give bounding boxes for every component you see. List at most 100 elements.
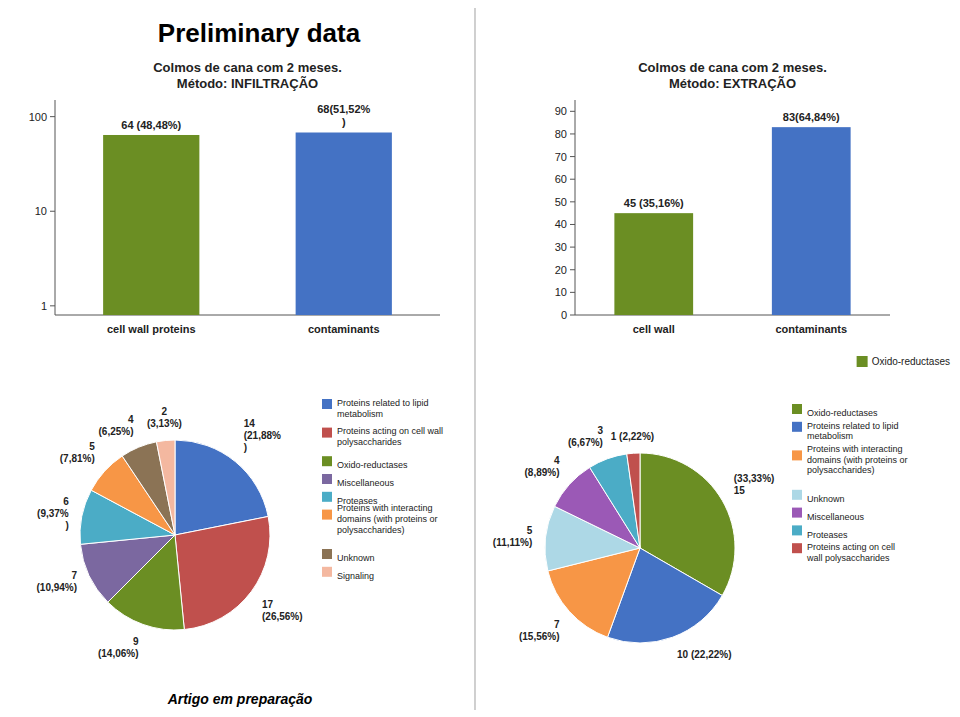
x-tick-label-line: cell wall bbox=[633, 323, 675, 335]
y-tick bbox=[570, 111, 575, 112]
legend-label-line: Proteins acting on cell bbox=[807, 542, 895, 552]
y-tick bbox=[570, 315, 575, 316]
data-label-line: (15,56%) bbox=[519, 631, 560, 642]
legend-swatch bbox=[792, 404, 802, 414]
data-label-line: (11,11%) bbox=[493, 537, 532, 548]
data-label-line: 7 bbox=[72, 570, 78, 581]
data-label-line: 4 bbox=[554, 455, 560, 466]
x-tick-label-line: contaminants bbox=[775, 323, 847, 335]
data-label-line: ) bbox=[342, 116, 346, 128]
legend-label: Proteins with interactingdomains (with p… bbox=[337, 503, 438, 535]
legend-swatch bbox=[322, 567, 332, 577]
data-label-line: 7 bbox=[554, 619, 560, 630]
data-label-line: 64 (48,48%) bbox=[121, 119, 181, 131]
bar bbox=[614, 213, 693, 315]
pie-slice bbox=[80, 535, 175, 602]
data-label-line: 2 bbox=[162, 406, 168, 417]
y-tick bbox=[50, 305, 55, 306]
y-tick bbox=[570, 224, 575, 225]
legend-label: Oxido-reductases bbox=[337, 460, 408, 470]
x-tick-label: cell wall bbox=[633, 323, 675, 335]
data-label: 45 (35,16%) bbox=[624, 197, 684, 209]
data-label-line: 17 bbox=[262, 599, 274, 610]
legend-swatch bbox=[322, 474, 332, 484]
chart-title-line: Método: EXTRAÇÃO bbox=[669, 76, 796, 91]
legend-label-line: Proteins related to lipid bbox=[337, 398, 429, 408]
x-tick-label-line: cell wall proteins bbox=[107, 323, 196, 335]
legend-label: Oxido-reductases bbox=[872, 356, 950, 367]
data-label-line: 15 bbox=[734, 485, 746, 496]
legend-label: Proteins related to lipidmetabolism bbox=[337, 398, 429, 419]
data-label-line: ) bbox=[65, 520, 68, 531]
y-tick bbox=[570, 156, 575, 157]
x-tick-label: contaminants bbox=[775, 323, 847, 335]
legend-label-line: Proteins acting on cell wall bbox=[337, 426, 443, 436]
legend-label-line: Proteins with interacting bbox=[807, 444, 903, 454]
data-label: 5(7,81%) bbox=[60, 441, 95, 464]
y-tick bbox=[50, 211, 55, 212]
pie-slice bbox=[175, 516, 270, 629]
data-label-line: (6,67%) bbox=[568, 437, 603, 448]
legend-label: Proteins related to lipidmetabolism bbox=[807, 421, 899, 442]
legend-label: Oxido-reductases bbox=[807, 408, 878, 418]
legend-label: Miscellaneous bbox=[807, 512, 865, 522]
data-label: 17(26,56%) bbox=[262, 599, 303, 622]
legend-label-line: domains (with proteins or bbox=[337, 514, 438, 524]
y-tick bbox=[570, 179, 575, 180]
data-label: 4(6,25%) bbox=[99, 414, 134, 437]
legend-label-line: Oxido-reductases bbox=[807, 408, 878, 418]
bar-chart: Colmos de cana com 2 meses.Método: EXTRA… bbox=[555, 60, 950, 367]
bars bbox=[614, 127, 850, 315]
legend-label-line: polysaccharides) bbox=[337, 525, 405, 535]
legend-label: Signaling bbox=[337, 571, 374, 581]
legend-label-line: metabolism bbox=[337, 409, 383, 419]
y-tick bbox=[570, 201, 575, 202]
chart-title-line: Método: INFILTRAÇÃO bbox=[177, 76, 318, 91]
y-tick-label: 50 bbox=[555, 196, 567, 208]
legend-swatch bbox=[792, 490, 802, 500]
data-label: 83(64,84%) bbox=[783, 111, 840, 123]
data-label-line: 9 bbox=[133, 636, 139, 647]
data-label-line: (7,81%) bbox=[60, 453, 95, 464]
y-tick-label: 40 bbox=[555, 218, 567, 230]
legend-label-line: Unknown bbox=[337, 553, 375, 563]
data-label-line: (9,37% bbox=[37, 508, 69, 519]
data-labels: 64 (48,48%)68(51,52%) bbox=[121, 103, 370, 131]
y-tick bbox=[570, 292, 575, 293]
data-label: 1 (2,22%) bbox=[611, 431, 654, 442]
y-axis bbox=[55, 100, 56, 315]
data-label-line: 5 bbox=[527, 525, 533, 536]
data-label-line: 83(64,84%) bbox=[783, 111, 840, 123]
data-label: 64 (48,48%) bbox=[121, 119, 181, 131]
bar-chart: Colmos de cana com 2 meses.Método: INFIL… bbox=[29, 60, 440, 335]
data-label-line: ) bbox=[244, 442, 247, 453]
y-tick-label: 80 bbox=[555, 128, 567, 140]
data-label: 10 (22,22%) bbox=[677, 649, 731, 660]
legend-label-line: polysaccharides) bbox=[807, 465, 875, 475]
legend-label-line: Unknown bbox=[807, 494, 845, 504]
legend-swatch bbox=[322, 428, 332, 438]
data-label: 14(21,88%) bbox=[244, 418, 281, 453]
data-label-line: 3 bbox=[597, 425, 603, 436]
legend: Oxido-reductases Proteins related to lipi… bbox=[792, 404, 908, 563]
y-tick-label: 90 bbox=[555, 105, 567, 117]
pie-slice bbox=[590, 454, 640, 548]
y-tick-label: 10 bbox=[35, 205, 47, 217]
y-tick-label: 0 bbox=[561, 309, 567, 321]
bars bbox=[103, 132, 392, 315]
data-label: 3(6,67%) bbox=[568, 425, 603, 448]
legend-label-line: Miscellaneous bbox=[807, 512, 865, 522]
y-tick bbox=[570, 247, 575, 248]
legend-label: Proteases bbox=[807, 530, 848, 540]
y-tick-label: 60 bbox=[555, 173, 567, 185]
legend-label-line: Oxido-reductases bbox=[337, 460, 408, 470]
legend: Oxido-reductases bbox=[857, 356, 950, 367]
chart-title: Colmos de cana com 2 meses.Método: EXTRA… bbox=[638, 60, 827, 91]
y-tick-label: 1 bbox=[41, 300, 47, 312]
bar bbox=[103, 135, 199, 315]
data-labels: 14(21,88%)17(26,56%)9(14,06%)7(10,94%)6(… bbox=[37, 406, 303, 659]
legend-swatch bbox=[322, 510, 332, 520]
y-tick-label: 70 bbox=[555, 151, 567, 163]
legend-swatch bbox=[322, 456, 332, 466]
figure: Preliminary dataArtigo em preparaçãoColm… bbox=[0, 0, 960, 717]
